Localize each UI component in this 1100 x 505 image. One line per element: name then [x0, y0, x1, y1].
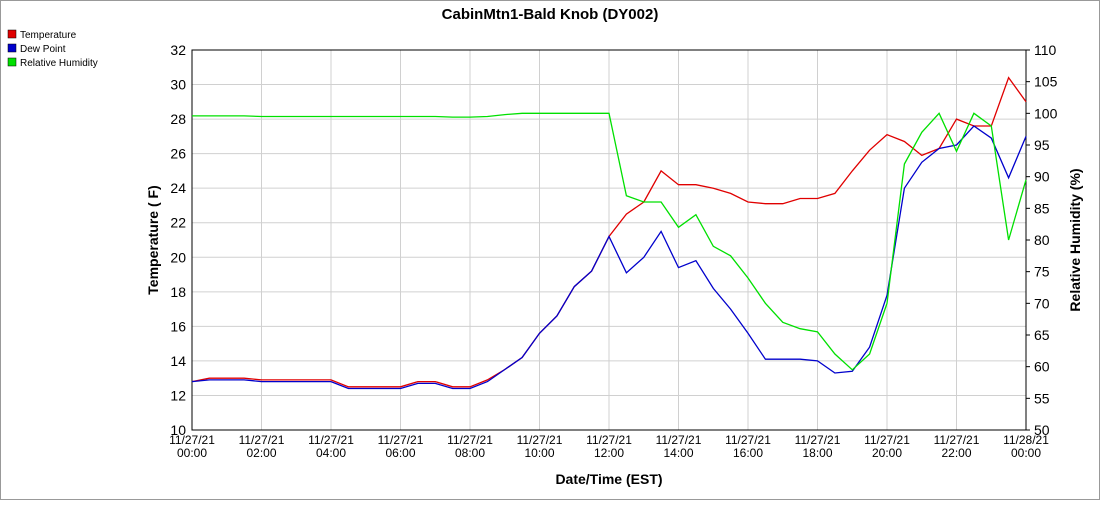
y2-tick-label: 100 — [1034, 105, 1058, 121]
y-tick-label: 10 — [170, 422, 186, 438]
series-line — [192, 112, 1027, 371]
y2-tick-label: 50 — [1034, 422, 1050, 438]
x-tick-label: 11/27/21 16:00 — [725, 433, 771, 460]
y-tick-label: 24 — [170, 180, 186, 196]
series-line — [191, 125, 1027, 390]
y2-tick-label: 55 — [1034, 390, 1050, 406]
chart-title: CabinMtn1-Bald Knob (DY002) — [442, 6, 659, 23]
x-tick-label: 11/27/21 06:00 — [378, 433, 424, 460]
x-tick-label: 11/27/21 02:00 — [239, 433, 285, 460]
x-axis-label: Date/Time (EST) — [555, 471, 662, 487]
y-tick-label: 22 — [170, 215, 186, 231]
x-tick-label: 11/27/21 20:00 — [864, 433, 910, 460]
y-tick-label: 26 — [170, 146, 186, 162]
y-tick-label: 28 — [170, 111, 186, 127]
y-tick-label: 20 — [170, 249, 186, 265]
x-tick-label: 11/27/21 08:00 — [447, 433, 493, 460]
y-tick-label: 30 — [170, 77, 186, 93]
x-tick-label: 11/28/21 00:00 — [1003, 433, 1049, 460]
y-tick-label: 16 — [170, 318, 186, 334]
x-tick-label: 11/27/21 18:00 — [795, 433, 841, 460]
legend-label: Dew Point — [20, 44, 66, 55]
x-tick-label: 11/27/21 00:00 — [169, 433, 215, 460]
legend-swatch — [7, 57, 17, 67]
x-tick-label: 11/27/21 12:00 — [586, 433, 632, 460]
y2-tick-label: 95 — [1034, 137, 1050, 153]
y2-tick-label: 110 — [1034, 42, 1057, 58]
y-tick-label: 18 — [170, 284, 186, 300]
legend-label: Temperature — [20, 30, 77, 41]
x-tick-label: 11/27/21 04:00 — [308, 433, 354, 460]
y-axis-label: Temperature ( F) — [145, 185, 161, 294]
y2-axis-label: Relative Humidity (%) — [1067, 168, 1083, 311]
y2-tick-label: 85 — [1034, 200, 1050, 216]
x-tick-label: 11/27/21 22:00 — [934, 433, 980, 460]
y2-tick-label: 90 — [1034, 169, 1050, 185]
legend-label: Relative Humidity — [20, 58, 98, 69]
y2-tick-label: 65 — [1034, 327, 1050, 343]
y-tick-label: 12 — [170, 387, 186, 403]
x-tick-label: 11/27/21 10:00 — [517, 433, 563, 460]
x-tick-label: 11/27/21 14:00 — [656, 433, 702, 460]
y2-tick-label: 80 — [1034, 232, 1050, 248]
y-tick-label: 32 — [170, 42, 186, 58]
y2-tick-label: 60 — [1034, 359, 1050, 375]
y2-tick-label: 105 — [1034, 74, 1058, 90]
y2-tick-label: 75 — [1034, 264, 1050, 280]
plot-border — [191, 49, 1027, 431]
y2-tick-label: 70 — [1034, 295, 1050, 311]
y-tick-label: 14 — [170, 353, 186, 369]
legend-swatch — [7, 43, 17, 53]
legend-swatch — [7, 29, 17, 39]
